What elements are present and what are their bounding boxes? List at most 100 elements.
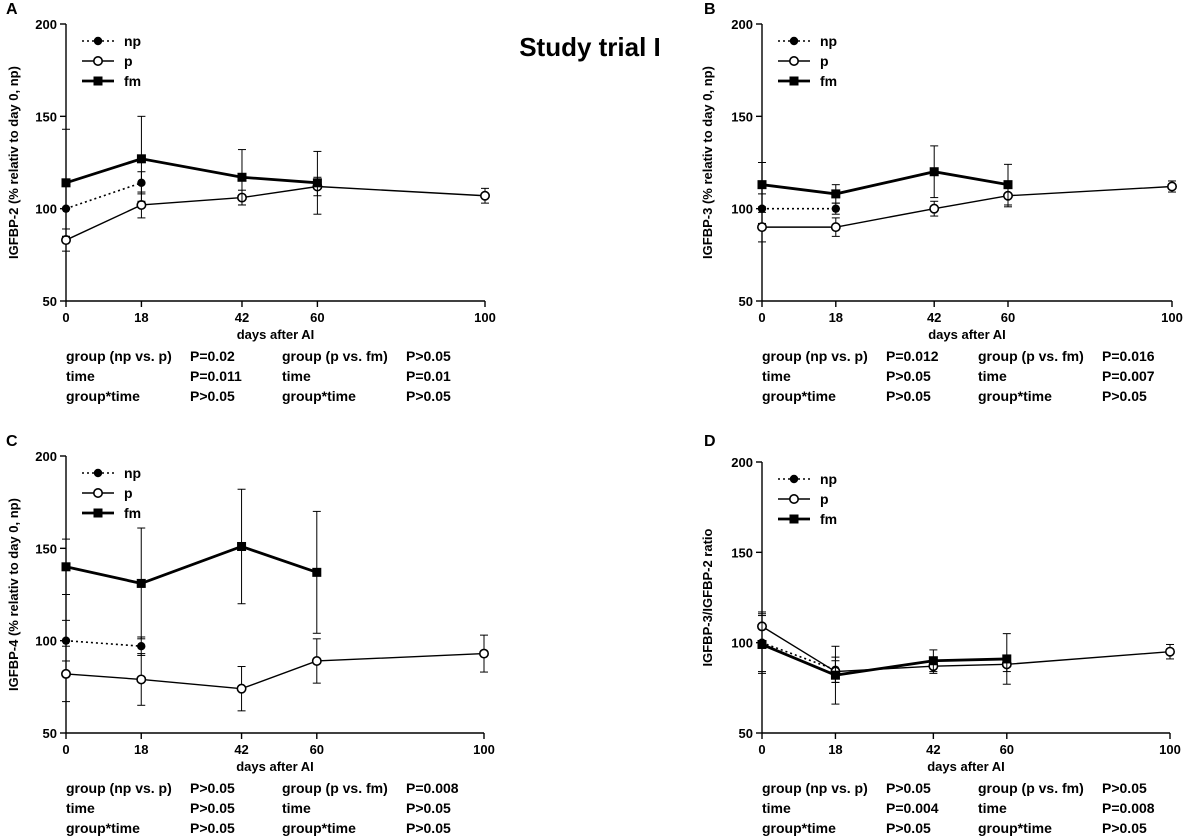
panel-b-series-fm-marker <box>757 180 767 190</box>
panel-d-stat-label: group*time <box>762 820 836 836</box>
panel-b-x-tick-label: 0 <box>758 310 765 325</box>
panel-b-series-fm-marker <box>929 167 939 177</box>
panel-c-x-tick-label: 100 <box>473 742 495 757</box>
panel-c-legend-p-marker <box>93 487 104 498</box>
panel-c-series-p-marker <box>60 668 71 679</box>
panel-d-stat-label: group (np vs. p) <box>762 780 868 796</box>
panel-d-series-p <box>756 611 1176 683</box>
panel-b-stat-value: P=0.007 <box>1102 368 1155 384</box>
panel-a-y-tick-label: 200 <box>35 17 57 32</box>
panel-a-series-fm <box>61 115 322 237</box>
panel-b-stat-label: group*time <box>762 388 836 404</box>
panel-a-stat-value: P>0.05 <box>190 388 235 404</box>
panel-d-legend-label-np: np <box>820 471 837 487</box>
panel-d-legend-label-p: p <box>820 491 829 507</box>
panel-c-stat-label: time <box>66 800 95 816</box>
panel-c-series-p-marker <box>236 683 247 694</box>
panel-b-x-axis-label: days after AI <box>928 327 1006 342</box>
panel-a-x-tick-label: 0 <box>62 310 69 325</box>
panel-c-series-p-marker <box>136 674 147 685</box>
panel-c: C 50 100 150 200 0 18 42 60 100 days after AI IGFBP… <box>6 433 495 774</box>
panel-d-series-fm-marker <box>757 639 767 649</box>
panel-d-legend-label-fm: fm <box>820 511 837 527</box>
panel-b-y-tick-label: 150 <box>731 109 753 124</box>
panel-d-x-tick-label: 18 <box>828 742 842 757</box>
panel-d-series-fm-marker <box>830 670 840 680</box>
panel-d-stat-label: time <box>978 800 1007 816</box>
panel-c-stat-label: time <box>282 800 311 816</box>
panel-c-y-tick-label: 150 <box>35 541 57 556</box>
panel-a-legend-label-p: p <box>124 53 133 69</box>
panel-d-x-axis-label: days after AI <box>927 759 1005 774</box>
panel-b-series-fm-marker <box>831 189 841 199</box>
panel-a-series-fm-line <box>65 157 318 185</box>
panel-b-legend-np-marker <box>789 36 799 46</box>
panel-b-stat-value: P>0.05 <box>886 388 931 404</box>
panel-c-letter: C <box>6 433 18 450</box>
panel-a-series-fm-marker <box>136 154 146 164</box>
panel-b-y-tick-label: 100 <box>731 202 753 217</box>
panel-b-x-tick-label: 60 <box>1001 310 1015 325</box>
panel-d-stat-label: time <box>762 800 791 816</box>
panel-c-series-np-line <box>65 639 142 648</box>
panel-b-series-np-marker <box>831 204 840 213</box>
panel-d-x-tick-label: 0 <box>758 742 765 757</box>
panel-c-x-tick-label: 60 <box>310 742 324 757</box>
panel-a-stat-value: P=0.01 <box>406 368 451 384</box>
panel-d-stat-label: group (p vs. fm) <box>978 780 1084 796</box>
panel-d-legend-np-marker <box>789 474 799 484</box>
panel-b-stat-label: time <box>762 368 791 384</box>
panel-a-series-np-line <box>65 182 142 210</box>
panel-c-legend-fm-marker <box>93 508 103 518</box>
panel-a-x-tick-label: 100 <box>474 310 496 325</box>
panel-b-series-p <box>756 180 1178 243</box>
panel-c-y-axis-label: IGFBP-4 (% relativ to day 0, np) <box>6 498 21 691</box>
panel-a-stat-label: time <box>66 368 95 384</box>
panel-d-legend-p-marker <box>788 493 799 504</box>
panel-b-y-tick-label: 200 <box>731 17 753 32</box>
panel-d-y-tick-label: 200 <box>731 455 753 470</box>
panel-b-y-tick-label: 50 <box>739 294 753 309</box>
panel-b-stat-value: P=0.012 <box>886 348 939 364</box>
panel-c-stat-value: P>0.05 <box>190 800 235 816</box>
panel-c-series-fm-marker <box>237 541 247 551</box>
panel-d-stat-label: group*time <box>978 820 1052 836</box>
panel-c-legend-label-np: np <box>124 465 141 481</box>
panel-a-y-tick-label: 100 <box>35 202 57 217</box>
panel-c-stat-label: group (np vs. p) <box>66 780 172 796</box>
panel-a-x-tick-label: 60 <box>310 310 324 325</box>
panel-c-x-tick-label: 0 <box>62 742 69 757</box>
panel-c-x-axis-label: days after AI <box>236 759 314 774</box>
panel-c-stat-label: group*time <box>282 820 356 836</box>
panel-a-letter: A <box>6 1 18 18</box>
panel-d-x-tick-label: 100 <box>1159 742 1181 757</box>
panel-c-y-tick-label: 50 <box>43 726 57 741</box>
panel-a-stat-value: P=0.02 <box>190 348 235 364</box>
panel-d-series-fm-marker <box>1002 654 1012 664</box>
panel-d-series-fm-line <box>761 643 1007 677</box>
panel-d-series-fm-marker <box>928 656 938 666</box>
panel-a-stat-label: group (np vs. p) <box>66 348 172 364</box>
panel-a-stat-value: P=0.011 <box>190 368 242 384</box>
panel-c-series-np-marker <box>137 642 146 651</box>
panel-c-stat-value: P=0.008 <box>406 780 459 796</box>
panel-c-stat-value: P>0.05 <box>190 780 235 796</box>
panel-d-stat-value: P>0.05 <box>1102 780 1147 796</box>
panel-d: D 50 100 150 200 0 18 42 60 100 days after AI IGFBP… <box>700 433 1181 774</box>
panel-c-series-fm-line <box>65 545 318 585</box>
panel-b-legend-label-np: np <box>820 33 837 49</box>
panel-b-series-fm <box>757 145 1013 208</box>
panel-a-stat-value: P>0.05 <box>406 348 451 364</box>
panel-a-y-tick-label: 150 <box>35 109 57 124</box>
panel-a: A 50 100 150 200 0 18 42 60 100 days after AI IGFBP… <box>6 1 496 342</box>
panel-a-series-fm-marker <box>312 178 322 188</box>
panel-a-stat-label: time <box>282 368 311 384</box>
panel-a-legend-label-fm: fm <box>124 73 141 89</box>
panel-c-series-np <box>61 619 146 662</box>
panel-c-legend-label-fm: fm <box>124 505 141 521</box>
panel-a-series-fm-marker <box>61 178 71 188</box>
panel-c-stat-value: P>0.05 <box>406 800 451 816</box>
panel-d-y-tick-label: 50 <box>739 726 753 741</box>
panel-a-series-p-marker <box>479 190 490 201</box>
